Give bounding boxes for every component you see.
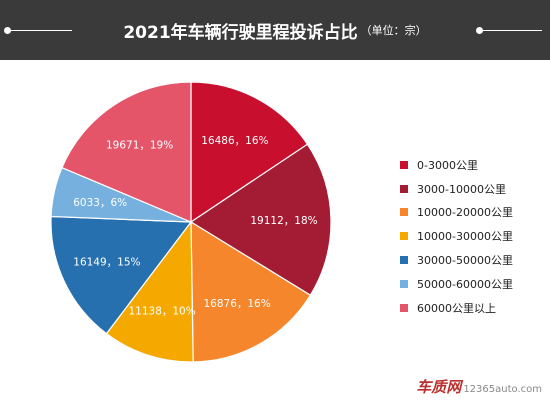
legend-item: 10000-20000公里 (400, 201, 513, 225)
slice-data-label: 16149，15% (73, 257, 140, 269)
header-left-dot (4, 27, 11, 34)
header-left-rule (8, 30, 72, 31)
slice-data-label: 16486，16% (201, 135, 268, 147)
pie-slice (189, 143, 332, 297)
watermark: 车质网 12365auto.com (416, 376, 542, 397)
pie-slice (190, 220, 312, 363)
legend-item: 0-3000公里 (400, 153, 513, 177)
slice-data-label: 16876，16% (203, 298, 270, 310)
chart-unit: （单位：宗） (360, 24, 427, 37)
pie-slice (61, 81, 192, 223)
legend-item: 10000-30000公里 (400, 224, 513, 248)
legend-swatch (400, 160, 408, 169)
legend-item: 3000-10000公里 (400, 177, 513, 201)
legend-swatch (400, 232, 408, 241)
slice-data-label: 6033，6% (73, 197, 127, 209)
chart-title: 2021年车辆行驶里程投诉占比 (123, 22, 358, 43)
legend-label: 60000公里以上 (417, 301, 496, 315)
legend-label: 10000-20000公里 (417, 206, 513, 220)
pie-slice (190, 81, 309, 224)
legend-label: 0-3000公里 (417, 158, 478, 172)
chart-header: 2021年车辆行驶里程投诉占比 （单位：宗） (0, 0, 550, 60)
slice-data-label: 19112，18% (250, 215, 317, 227)
watermark-site: 12365auto.com (463, 384, 542, 395)
legend-swatch (400, 256, 408, 265)
legend-label: 3000-10000公里 (417, 182, 506, 196)
legend-label: 30000-50000公里 (417, 254, 513, 268)
pie-slice (50, 215, 193, 335)
legend-item: 60000公里以上 (400, 296, 513, 320)
legend-item: 30000-50000公里 (400, 248, 513, 272)
chart-legend: 0-3000公里 3000-10000公里 10000-20000公里 10000-3… (400, 153, 513, 320)
header-right-rule (478, 30, 542, 31)
slice-data-label: 19671，19% (106, 140, 173, 152)
legend-label: 50000-60000公里 (417, 277, 513, 291)
header-right-dot (476, 27, 483, 34)
legend-label: 10000-30000公里 (417, 230, 513, 244)
legend-item: 50000-60000公里 (400, 272, 513, 296)
pie-chart: 16486，16% 19112，18% 16876，16% 11138，10% 1614… (50, 81, 332, 363)
pie-slice (105, 220, 194, 363)
watermark-logo: 车质网 (416, 378, 462, 396)
legend-swatch (400, 208, 408, 217)
legend-swatch (400, 184, 408, 193)
slice-data-label: 11138，10% (128, 305, 195, 317)
legend-swatch (400, 279, 408, 288)
legend-swatch (400, 303, 408, 312)
